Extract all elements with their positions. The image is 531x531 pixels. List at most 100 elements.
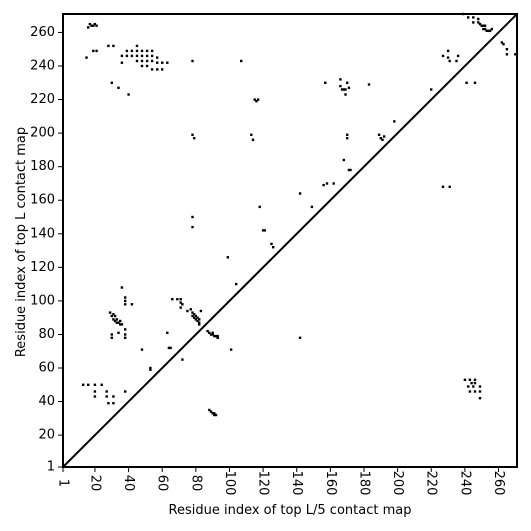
contact-point: [322, 183, 325, 187]
contact-point: [480, 24, 483, 27]
contact-point: [441, 54, 445, 58]
contact-point: [473, 81, 477, 84]
contact-point: [179, 298, 182, 301]
contact-point: [342, 158, 345, 162]
contact-point: [92, 24, 95, 27]
contact-point: [92, 49, 95, 53]
contact-point: [500, 41, 504, 44]
contact-point: [120, 323, 124, 326]
contact-point: [145, 49, 149, 53]
contact-point: [191, 215, 194, 219]
contact-point: [85, 56, 88, 59]
y-tick-label: 80: [38, 327, 55, 342]
y-tick-label: 240: [30, 59, 55, 74]
contact-point: [488, 29, 492, 32]
contact-point: [214, 413, 218, 417]
contact-point: [166, 61, 169, 64]
contact-point: [125, 49, 129, 53]
contact-point: [214, 334, 218, 338]
x-tick-label: 220: [424, 471, 439, 496]
contact-point: [393, 120, 396, 123]
contact-point: [472, 21, 475, 24]
contact-point: [478, 397, 482, 400]
contact-point: [463, 378, 467, 381]
contact-point: [124, 390, 127, 393]
x-tick-label: 140: [289, 471, 304, 496]
contact-point: [339, 78, 342, 81]
contact-point: [213, 413, 216, 417]
contact-point: [117, 321, 120, 324]
contact-point: [191, 311, 194, 314]
contact-point: [191, 314, 194, 318]
x-axis-label: Residue index of top L/5 contact map: [169, 503, 412, 518]
contact-point: [209, 410, 213, 413]
contact-point: [473, 390, 477, 393]
contact-point: [119, 319, 122, 323]
contact-point: [93, 383, 97, 386]
contact-point: [270, 242, 273, 246]
contact-point: [117, 331, 120, 334]
x-tick-label: 80: [188, 475, 203, 492]
x-tick-label: 160: [323, 471, 338, 496]
contact-point: [105, 395, 108, 398]
contact-point: [135, 44, 139, 48]
x-tick-label: 60: [155, 475, 170, 492]
contact-point: [377, 133, 381, 136]
contact-point: [216, 334, 219, 338]
contact-point: [113, 319, 117, 323]
contact-point: [120, 54, 124, 58]
contact-point: [446, 49, 450, 53]
diagonal-line: [62, 13, 518, 468]
contact-point: [456, 54, 460, 58]
y-tick-label: 180: [30, 159, 55, 174]
contact-point: [191, 59, 194, 63]
contact-point: [467, 16, 470, 19]
contact-point: [346, 133, 349, 136]
contact-point: [209, 333, 213, 336]
contact-point: [346, 137, 349, 140]
contact-point: [250, 133, 253, 136]
contact-point: [169, 346, 172, 350]
contact-point: [229, 348, 233, 351]
contact-point: [470, 381, 473, 385]
contact-point: [344, 88, 347, 91]
contact-point: [189, 308, 192, 311]
contact-point: [482, 24, 485, 27]
contact-point: [115, 318, 118, 321]
contact-point: [347, 86, 351, 89]
contact-point: [379, 137, 382, 140]
contact-point: [196, 319, 199, 323]
contact-point: [325, 182, 329, 185]
contact-point: [198, 323, 201, 326]
contact-point: [255, 100, 258, 103]
contact-point: [472, 385, 475, 388]
contact-point: [514, 53, 517, 56]
contact-point: [211, 412, 214, 415]
contact-point: [383, 135, 386, 138]
contact-point: [88, 22, 92, 26]
contact-point: [110, 81, 113, 84]
x-axis: 1 20 40 60 80 100 120 140 160 180 200 220 240 260: [56, 467, 506, 496]
contact-point: [199, 309, 203, 313]
contact-point: [167, 346, 171, 350]
contact-point: [112, 44, 115, 48]
contact-point: [240, 59, 243, 63]
contact-point: [93, 390, 97, 393]
contact-point: [176, 298, 179, 301]
x-tick-label: 200: [390, 471, 405, 496]
contact-point: [166, 331, 169, 334]
y-tick-label: 40: [38, 394, 55, 409]
contact-point: [110, 336, 113, 339]
contact-point: [482, 27, 485, 31]
contact-point: [258, 205, 261, 209]
contact-point: [490, 27, 493, 31]
contact-point: [324, 81, 327, 84]
contact-point: [127, 93, 130, 96]
contact-point: [130, 54, 134, 58]
y-tick-label: 60: [38, 361, 55, 376]
contact-point: [226, 256, 229, 259]
contact-point: [235, 282, 238, 286]
y-axis-label: Residue index of top L contact map: [14, 127, 29, 357]
